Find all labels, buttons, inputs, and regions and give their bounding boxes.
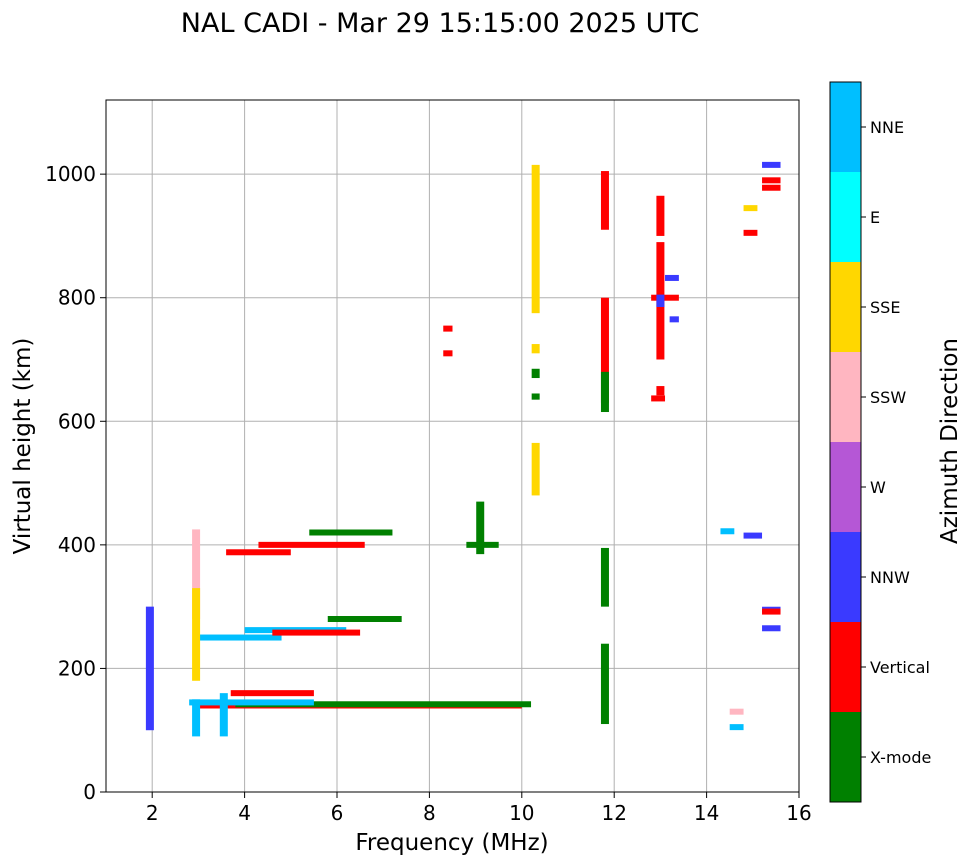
x-tick-label: 12: [601, 801, 626, 825]
echo-column-sse: [531, 344, 540, 354]
x-tick-label: 2: [146, 801, 159, 825]
colorbar-label-vertical: Vertical: [870, 658, 930, 677]
echo-trace-x-mode: [235, 701, 532, 708]
y-tick-label: 400: [58, 533, 96, 557]
echo-trace-nne: [189, 699, 314, 706]
x-tick-label: 16: [786, 801, 811, 825]
colorbar: X-mode Vertical NNW W SSW SSE E NNE: [829, 81, 931, 803]
colorbar-label-ssw: SSW: [870, 388, 906, 407]
echo-column-vertical: [656, 195, 665, 236]
echo-trace-nne: [729, 724, 744, 731]
echo-column-vertical: [600, 171, 609, 230]
echo-trace-nne: [720, 528, 735, 535]
echo-trace-nnw: [743, 532, 763, 539]
y-tick-label: 1000: [45, 162, 96, 186]
colorbar-label: Azimuth Direction: [937, 338, 963, 544]
data-points: [145, 161, 781, 737]
x-tick-label: 10: [509, 801, 534, 825]
echo-trace-vertical: [762, 608, 781, 615]
echo-column-nne: [192, 699, 201, 737]
echo-column-nne: [219, 693, 228, 737]
chart-title: NAL CADI - Mar 29 15:15:00 2025 UTC: [181, 8, 699, 39]
echo-trace-sse: [743, 205, 758, 212]
y-tick-label: 600: [58, 409, 96, 433]
echo-trace-x-mode: [327, 616, 402, 622]
echo-trace-vertical: [443, 350, 453, 357]
echo-trace-ssw: [729, 708, 744, 715]
colorbar-swatch-x-mode: [830, 712, 861, 802]
colorbar-swatch-w: [830, 442, 861, 532]
echo-column-x-mode: [600, 371, 609, 413]
y-tick-label: 0: [83, 780, 96, 804]
echo-column-sse: [531, 164, 540, 314]
echo-trace-vertical: [272, 629, 361, 636]
colorbar-swatch-e: [830, 172, 861, 262]
y-tick-label: 800: [58, 286, 96, 310]
colorbar-label-w: W: [870, 478, 886, 497]
x-tick-label: 8: [423, 801, 436, 825]
colorbar-label-x-mode: X-mode: [870, 748, 931, 767]
x-axis-ticks: 2 4 6 8 10 12 14 16: [146, 792, 812, 825]
echo-column-vertical: [656, 386, 665, 396]
echo-trace-vertical: [258, 541, 365, 548]
colorbar-swatch-vertical: [830, 622, 861, 712]
echo-column-nnw: [145, 606, 154, 731]
echo-column-vertical: [600, 297, 609, 403]
echo-trace-nnw: [665, 274, 679, 281]
echo-column-x-mode: [476, 501, 485, 555]
colorbar-label-sse: SSE: [870, 298, 900, 317]
echo-trace-x-mode: [309, 529, 393, 536]
echo-trace-vertical: [743, 229, 758, 236]
grid-lines: [106, 100, 800, 793]
colorbar-swatch-sse: [830, 262, 861, 352]
echo-column-sse: [192, 588, 201, 681]
colorbar-swatch-nnw: [830, 532, 861, 622]
echo-column-x-mode: [600, 643, 609, 725]
y-axis-ticks: 0 200 400 600 800 1000: [45, 162, 106, 804]
echo-trace-vertical: [651, 294, 679, 301]
colorbar-frame: [829, 81, 862, 803]
echo-column-sse: [531, 442, 540, 496]
echo-trace-nne: [198, 634, 282, 641]
colorbar-swatch-nne: [830, 82, 861, 172]
echo-trace-nnw: [669, 316, 679, 323]
echo-column-x-mode: [531, 393, 540, 400]
x-tick-label: 14: [694, 801, 719, 825]
echo-trace-vertical: [443, 325, 453, 332]
x-tick-label: 6: [331, 801, 344, 825]
echo-column-x-mode: [531, 368, 540, 379]
colorbar-label-nnw: NNW: [870, 568, 910, 587]
echo-trace-vertical: [226, 549, 291, 556]
echo-trace-vertical: [651, 395, 666, 402]
y-axis-label: Virtual height (km): [10, 338, 36, 555]
colorbar-swatch-ssw: [830, 352, 861, 442]
colorbar-label-nne: NNE: [870, 118, 904, 137]
echo-column-x-mode: [600, 547, 609, 607]
x-tick-label: 4: [238, 801, 251, 825]
plot-frame: [105, 99, 800, 793]
echo-trace-vertical: [762, 184, 781, 191]
colorbar-label-e: E: [870, 208, 880, 227]
x-axis-label: Frequency (MHz): [355, 830, 548, 856]
echo-trace-vertical: [230, 690, 314, 697]
echo-trace-nnw: [762, 161, 781, 168]
y-tick-label: 200: [58, 656, 96, 680]
echo-column-nnw: [656, 294, 665, 307]
echo-trace-vertical: [762, 177, 781, 184]
echo-column-ssw: [192, 529, 201, 619]
echo-trace-nnw: [762, 625, 781, 632]
